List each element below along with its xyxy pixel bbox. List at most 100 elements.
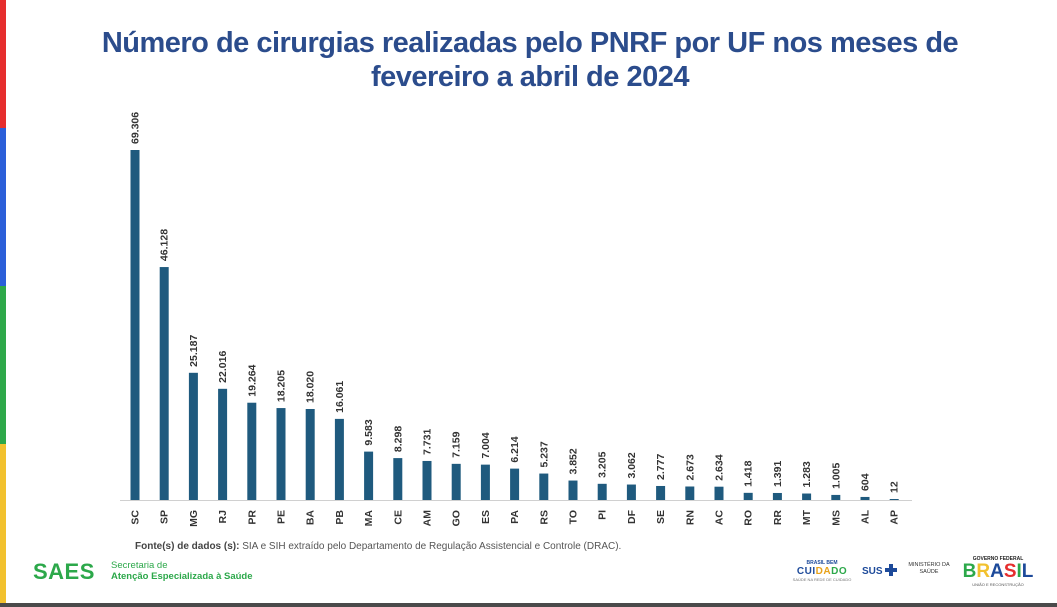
bar-pi [597, 483, 607, 500]
tick-label-mg: MG [188, 510, 200, 527]
bar-rs [539, 473, 549, 500]
chart-title: Número de cirurgias realizadas pelo PNRF… [60, 26, 1000, 94]
bar-to [568, 480, 578, 500]
data-label-pi: 3.205 [597, 451, 609, 477]
tick-label-ma: MA [363, 510, 375, 527]
bar-am [422, 460, 432, 500]
bar-rj [218, 388, 228, 500]
chart-title-line-1: Número de cirurgias realizadas pelo PNRF… [101, 27, 959, 59]
data-label-ro: 1.418 [743, 460, 755, 486]
tick-label-ap: AP [889, 510, 901, 525]
data-label-al: 604 [860, 473, 872, 491]
bar-ba [305, 408, 315, 500]
gov-main: BRASIL [962, 561, 1034, 582]
bar-pr [247, 402, 257, 500]
data-label-ba: 18.020 [305, 371, 317, 403]
data-label-mt: 1.283 [801, 461, 813, 487]
bar-ma [364, 451, 374, 500]
data-label-df: 3.062 [626, 452, 638, 478]
tick-label-pe: PE [276, 510, 288, 524]
bar-mg [188, 372, 198, 500]
bar-sp [159, 267, 169, 500]
tick-label-pr: PR [246, 510, 258, 525]
data-label-ac: 2.634 [714, 454, 726, 480]
bar-pb [334, 418, 344, 500]
cross-icon [885, 564, 898, 576]
data-label-se: 2.777 [655, 454, 667, 480]
saes-subtitle: Secretaria de Atenção Especializada à Sa… [111, 560, 291, 582]
data-label-ce: 8.298 [392, 426, 404, 452]
brasil-bem-cuidado-logo: BRASIL BEM CUIDADO SAÚDE NA REDE DE CUID… [790, 560, 854, 582]
bar-ap [889, 499, 899, 500]
tick-label-am: AM [422, 510, 434, 527]
accent-stripe-blue [0, 128, 6, 286]
bar-pe [276, 408, 286, 500]
bar-mt [802, 493, 812, 500]
bar-rn [685, 486, 695, 500]
chart-title-line-2: fevereiro a abril de 2024 [371, 61, 689, 93]
accent-stripe-yellow [0, 444, 6, 607]
tick-label-rr: RR [772, 510, 784, 526]
data-label-ms: 1.005 [830, 462, 842, 488]
data-source-note: Fonte(s) de dados (s): SIA e SIH extraíd… [135, 541, 621, 552]
tick-label-ba: BA [305, 510, 317, 526]
governo-federal-logo: GOVERNO FEDERAL BRASIL UNIÃO E RECONSTRU… [962, 556, 1034, 587]
tick-label-ac: AC [714, 510, 726, 526]
brasil-bem-top: BRASIL BEM [806, 560, 838, 566]
tick-label-ms: MS [830, 510, 842, 526]
data-label-mg: 25.187 [188, 335, 200, 367]
tick-label-mt: MT [801, 509, 813, 525]
sus-logo: SUS [862, 562, 898, 577]
tick-label-pi: PI [597, 510, 609, 520]
bar-es [480, 464, 490, 500]
data-label-am: 7.731 [422, 429, 434, 455]
bar-rr [772, 492, 782, 500]
bar-ms [831, 494, 841, 500]
tick-label-ro: RO [743, 510, 755, 526]
data-label-ap: 12 [889, 481, 901, 493]
bar-ro [743, 492, 753, 500]
bar-df [626, 484, 636, 500]
data-label-to: 3.852 [568, 448, 580, 474]
data-label-pe: 18.205 [276, 370, 288, 402]
data-label-pr: 19.264 [246, 364, 258, 396]
data-label-rs: 5.237 [538, 441, 550, 467]
ministerio-line-1: MINISTÉRIO DA [908, 562, 950, 568]
gov-top: GOVERNO FEDERAL [972, 556, 1024, 562]
tick-label-df: DF [626, 509, 638, 524]
bar-se [656, 485, 666, 500]
data-label-pb: 16.061 [334, 381, 346, 413]
brasil-bem-main: CUIDADO [796, 566, 848, 577]
bar-go [451, 463, 461, 500]
tick-label-al: AL [860, 509, 872, 524]
bar-ac [714, 486, 724, 500]
sus-label: SUS [862, 566, 883, 577]
tick-label-pa: PA [509, 510, 521, 524]
tick-label-es: ES [480, 510, 492, 524]
ministerio-line-2: SAÚDE [919, 569, 939, 575]
saes-wordmark: SAES [33, 559, 95, 584]
tick-label-rn: RN [684, 510, 696, 525]
data-label-sc: 69.306 [130, 112, 142, 144]
brasil-bem-sub: SAÚDE NA REDE DE CUIDADO [792, 577, 852, 582]
tick-label-go: GO [451, 510, 463, 526]
data-label-rr: 1.391 [772, 461, 784, 487]
bar-pa [510, 468, 520, 500]
data-source-label: Fonte(s) de dados (s): [135, 541, 240, 552]
gov-sub: UNIÃO E RECONSTRUÇÃO [972, 582, 1024, 587]
data-label-es: 7.004 [480, 432, 492, 458]
saes-subtitle-line-1: Secretaria de [111, 560, 168, 571]
ministerio-saude-logo: MINISTÉRIO DA SAÚDE [906, 562, 952, 576]
tick-label-se: SE [655, 510, 667, 524]
data-source-text: SIA e SIH extraído pelo Departamento de … [239, 541, 622, 552]
bar-al [860, 496, 870, 500]
bar-sc [130, 150, 140, 500]
bottom-border [0, 603, 1057, 607]
data-label-go: 7.159 [451, 431, 463, 457]
accent-stripe-red [0, 0, 6, 128]
data-label-pa: 6.214 [509, 436, 521, 462]
data-label-rn: 2.673 [684, 454, 696, 480]
tick-label-rs: RS [538, 510, 550, 525]
tick-label-pb: PB [334, 510, 346, 525]
tick-label-ce: CE [392, 510, 404, 525]
